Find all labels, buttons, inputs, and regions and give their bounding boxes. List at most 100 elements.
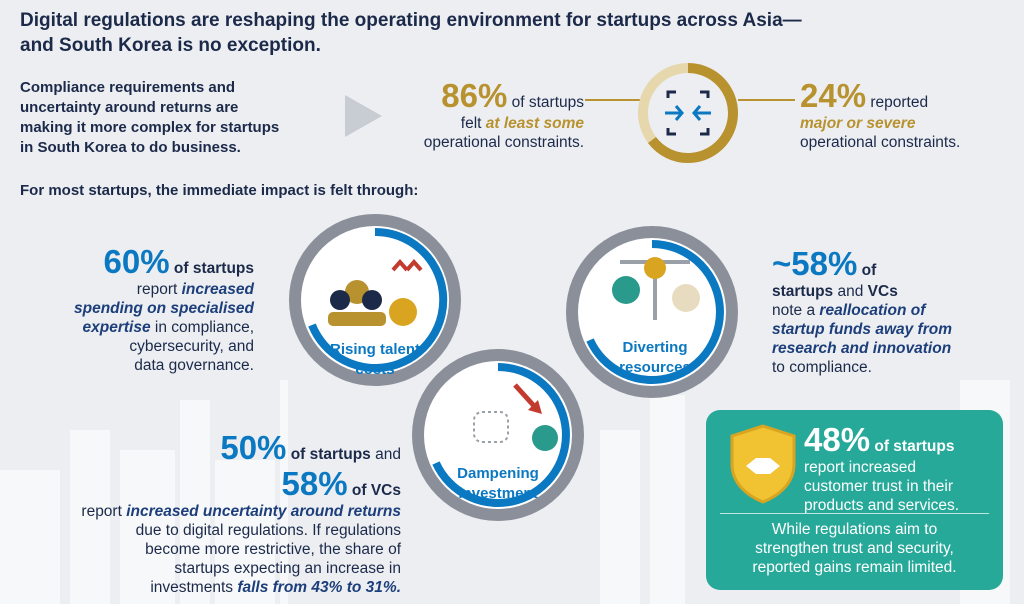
text-segment: of startups [511,94,584,111]
text-line: note a reallocation of [772,301,952,320]
impact-circle [412,349,584,521]
impact-label: Diverting resources [585,338,725,378]
trust-box: 48% of startups report increased customer … [706,410,1003,590]
stat-block: 86% of startups felt at least some operati… [424,78,584,152]
text-segment: in compliance, [154,319,254,336]
text-segment: products and services. [804,497,960,514]
impact-label-line: investment [458,485,538,502]
text-segment: operational constraints. [800,134,961,151]
impact-circle [566,226,738,398]
text-line: data governance. [74,356,254,375]
note-line: reported gains remain limited. [752,559,957,576]
text-line: 60% of startups [74,244,254,280]
impact-label: Dampening investment [428,464,568,504]
headline-figure: 50% [220,429,287,466]
impact-label-line: Dampening [457,465,539,482]
text-line: report increased [804,458,959,477]
headline-figure: ~58% [772,245,858,282]
text-line: to compliance. [772,358,952,377]
impact-label-line: costs [355,361,395,378]
headline-figure: 58% [281,465,348,502]
text-segment: of [861,262,877,279]
text-line: felt at least some [424,114,584,133]
text-line: startups expecting an increase in [81,559,401,578]
text-line: investments falls from 43% to 31%. [81,578,401,597]
intro-line: in South Korea to do business. [20,139,241,156]
text-segment: VCs [867,283,898,300]
headline-figure: 24% [800,77,867,114]
text-segment: felt [460,115,482,132]
impact-label-line: Rising talent [329,341,420,358]
headline-figure: 60% [103,243,170,280]
text-line: ~58% of [772,246,952,282]
text-segment: become more restrictive, the share of [145,541,401,558]
text-line: cybersecurity, and [74,337,254,356]
text-segment: major or severe [800,115,916,132]
text-segment: customer trust in their [804,478,954,495]
note: While regulations aim to strengthen trus… [706,520,1003,577]
text-line: 48% of startups [804,422,959,458]
divider [720,513,989,514]
text-line: spending on specialised [74,299,254,318]
text-segment: increased uncertainty around returns [126,503,401,520]
shield-icon [730,424,796,504]
text-segment: startups [772,283,834,300]
text-segment: note a [772,302,816,319]
text-line: research and innovation [772,339,952,358]
text-segment: reported [870,94,929,111]
title-line: and South Korea is no exception. [20,35,321,56]
text-segment: data governance. [134,357,254,374]
text-line: become more restrictive, the share of [81,540,401,559]
text-line: report increased uncertainty around retu… [81,502,401,521]
text-line: startup funds away from [772,320,952,339]
stat-block: 24% reported major or severe operational c… [800,78,960,152]
text-segment: reallocation of [819,302,926,319]
text-segment: at least some [485,115,584,132]
text-segment: to compliance. [772,359,872,376]
text-segment: due to digital regulations. If regulatio… [135,522,401,539]
text-line: due to digital regulations. If regulatio… [81,521,401,540]
text-segment: increased [181,281,254,298]
text-segment: research and innovation [772,340,952,357]
title: Digital regulations are reshaping the op… [20,8,802,58]
stat-block: 50% of startups and 58% of VCs report incr… [81,430,401,597]
text-segment: falls from 43% to 31%. [237,579,401,596]
text-segment: of VCs [351,482,401,499]
text-segment: operational constraints. [423,134,584,151]
text-line: 58% of VCs [81,466,401,502]
impact-circle [289,214,461,386]
text-segment: of startups [290,446,371,463]
text-segment: and [837,283,864,300]
intro-line: uncertainty around returns are [20,99,239,116]
text-line: customer trust in their [804,477,959,496]
note-line: strengthen trust and security, [755,540,954,557]
subheading: For most startups, the immediate impact … [20,182,419,199]
impact-label-line: Diverting [622,339,688,356]
stat-block: 48% of startups report increased customer … [804,422,959,515]
text-line: operational constraints. [800,133,960,152]
text-segment: cybersecurity, and [129,338,254,355]
text-line: expertise in compliance, [74,318,254,337]
headline-figure: 86% [441,77,508,114]
impact-label-line: resources [619,359,691,376]
arrow [345,95,382,137]
stat-block: 60% of startups report increased spending … [74,244,254,375]
constraint-icon [665,90,711,136]
text-line: 24% reported [800,78,960,114]
text-line: 86% of startups [424,78,584,114]
gauge-arc [648,63,738,163]
text-line: report increased [74,280,254,299]
headline-figure: 48% [804,421,871,458]
intro: Compliance requirements and uncertainty … [20,78,279,158]
text-segment: report increased [804,459,917,476]
impact-circles [289,214,738,521]
text-segment: of startups [173,260,254,277]
stat-block: ~58% of startups and VCs note a reallocati… [772,246,952,377]
title-line: Digital regulations are reshaping the op… [20,10,802,31]
text-line: 50% of startups and [81,430,401,466]
text-line: products and services. [804,496,959,515]
text-segment: startup funds away from [772,321,952,338]
intro-line: making it more complex for startups [20,119,280,136]
text-segment: report [136,281,178,298]
